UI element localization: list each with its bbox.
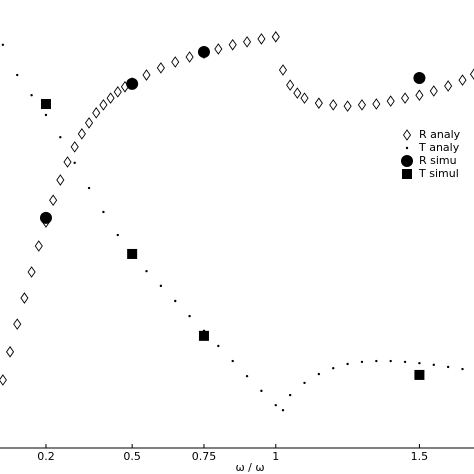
x-axis-label: ω / ω — [235, 461, 264, 474]
diamond-marker — [458, 74, 467, 86]
diamond-marker — [34, 240, 43, 252]
square-marker — [127, 248, 138, 259]
circle-marker — [413, 71, 426, 84]
square-marker — [40, 99, 51, 110]
diamond-marker — [20, 292, 29, 304]
dot-marker — [432, 363, 435, 367]
diamond-marker — [329, 99, 338, 111]
dot-marker — [102, 210, 105, 214]
diamond-marker — [0, 374, 7, 386]
circle-marker — [39, 211, 52, 224]
legend-label: R analy — [419, 128, 461, 141]
diamond-marker — [402, 129, 412, 141]
dot-marker — [245, 374, 249, 378]
dot-marker — [332, 367, 335, 370]
dot-marker — [303, 381, 306, 385]
dot-marker — [260, 389, 263, 393]
diamond-marker — [171, 56, 180, 68]
dot-marker — [274, 403, 277, 407]
diamond-marker — [257, 33, 266, 45]
diamond-marker — [243, 36, 252, 48]
diamond-marker — [314, 97, 323, 109]
legend-label: R simu — [419, 154, 457, 167]
diamond-marker — [444, 80, 453, 92]
dot-marker — [16, 73, 19, 77]
dot-marker — [360, 360, 364, 364]
square-marker — [198, 330, 209, 341]
dot-marker — [288, 393, 292, 397]
diamond-marker — [92, 107, 101, 119]
diamond-marker — [113, 86, 122, 98]
diamond-marker — [13, 318, 22, 330]
dot-marker — [389, 359, 392, 363]
dot-marker — [461, 367, 464, 371]
square-marker — [402, 169, 412, 179]
square-marker — [414, 369, 425, 380]
circle-marker — [126, 77, 139, 90]
dot-marker — [87, 186, 91, 190]
dot-marker — [405, 146, 409, 150]
dot-marker — [73, 161, 76, 165]
circle-marker — [197, 45, 210, 58]
dot-marker — [188, 314, 191, 318]
diamond-marker — [278, 64, 288, 76]
diamond-marker — [401, 92, 410, 104]
legend-label: T analy — [418, 141, 460, 154]
dot-marker — [346, 362, 349, 366]
diamond-marker — [156, 62, 165, 74]
diamond-marker — [77, 128, 86, 140]
dot-marker — [231, 359, 234, 363]
diamond-marker — [228, 39, 237, 51]
diamond-marker — [271, 31, 280, 43]
diamond-marker — [56, 174, 65, 186]
dot-marker — [174, 299, 177, 303]
diamond-marker — [372, 98, 381, 110]
x-tick-label: 0.5 — [123, 450, 141, 463]
diamond-marker — [429, 85, 438, 97]
x-tick-label: 0.75 — [192, 450, 217, 463]
dot-marker — [59, 136, 62, 139]
diamond-marker — [99, 99, 108, 111]
diamond-marker — [343, 100, 352, 112]
diamond-marker — [293, 87, 302, 99]
diamond-marker — [70, 141, 79, 153]
diamond-marker — [286, 79, 295, 91]
dot-marker — [375, 359, 378, 363]
dot-marker — [116, 233, 119, 237]
x-tick-label: 1 — [272, 450, 279, 463]
diamond-marker — [300, 92, 309, 104]
dot-marker — [403, 360, 407, 364]
dot-marker — [145, 269, 148, 273]
x-tick-label: 1.5 — [411, 450, 429, 463]
diamond-marker — [63, 156, 72, 168]
diamond-marker — [85, 117, 94, 129]
dot-marker — [1, 43, 5, 46]
dot-marker — [317, 372, 321, 376]
diamond-marker — [469, 68, 474, 80]
diamond-marker — [106, 92, 115, 104]
diamond-marker — [49, 194, 58, 206]
diamond-marker — [386, 95, 395, 107]
legend-label: T simul — [418, 167, 459, 180]
diamond-marker — [6, 346, 15, 358]
dot-marker — [30, 94, 33, 97]
diamond-marker — [214, 43, 223, 55]
x-tick-label: 0.2 — [37, 450, 55, 463]
dot-marker — [418, 361, 421, 365]
dot-marker — [281, 409, 285, 412]
diamond-marker — [27, 266, 36, 278]
diamond-marker — [357, 99, 367, 111]
circle-marker — [401, 155, 413, 167]
dot-marker — [159, 284, 163, 288]
diamond-marker — [185, 51, 194, 63]
diamond-marker — [415, 89, 424, 101]
dot-marker — [446, 365, 450, 369]
dot-marker — [217, 344, 220, 348]
diamond-marker — [142, 69, 151, 81]
dot-marker — [44, 113, 48, 117]
